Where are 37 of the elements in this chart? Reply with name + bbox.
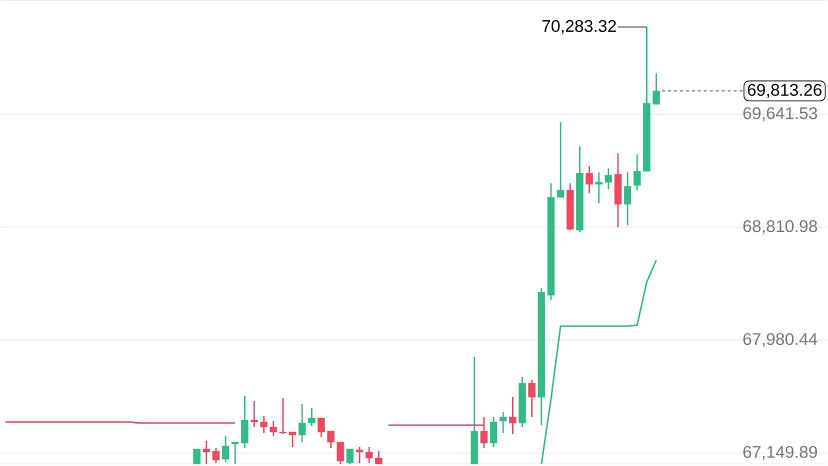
candlestick: [595, 172, 602, 204]
candlestick: [318, 418, 325, 438]
candlestick: [652, 72, 660, 106]
candlestick: [336, 442, 344, 465]
candlestick: [222, 436, 230, 463]
candlestick: [260, 415, 268, 434]
y-tick-label: 67,980.44: [743, 333, 818, 348]
candlestick: [202, 440, 210, 465]
candlestick: [634, 154, 641, 192]
candlestick: [500, 412, 507, 434]
candlestick: [375, 450, 382, 465]
y-tick-label: 68,810.98: [743, 220, 818, 234]
candlestick: [509, 396, 516, 435]
candlestick: [308, 408, 316, 427]
candlestick: [250, 400, 258, 428]
candlestick: [193, 448, 200, 465]
candlestick: [556, 122, 564, 198]
candlestick: [604, 168, 612, 190]
candlestick: [356, 446, 364, 464]
annotation: 70,283.32: [542, 20, 616, 34]
candlestick: [624, 172, 632, 226]
candlestick: [279, 398, 287, 435]
candlestick: [586, 166, 593, 194]
candlestick: [366, 446, 373, 464]
candlestick: [232, 442, 239, 465]
y-tick-label: 69,641.53: [743, 107, 818, 122]
candlestick: [270, 420, 277, 437]
candlestick: [212, 448, 220, 464]
ref-line-label: 69,813.26: [748, 84, 822, 98]
y-tick-label: 67,149.89: [743, 446, 817, 460]
candlestick: [241, 395, 248, 449]
candlestick: [327, 430, 334, 449]
candlestick: [346, 448, 354, 465]
candlestick: [298, 404, 306, 443]
candlestick: [528, 380, 536, 418]
candlestick: [490, 416, 498, 448]
candlestick: [288, 432, 296, 448]
